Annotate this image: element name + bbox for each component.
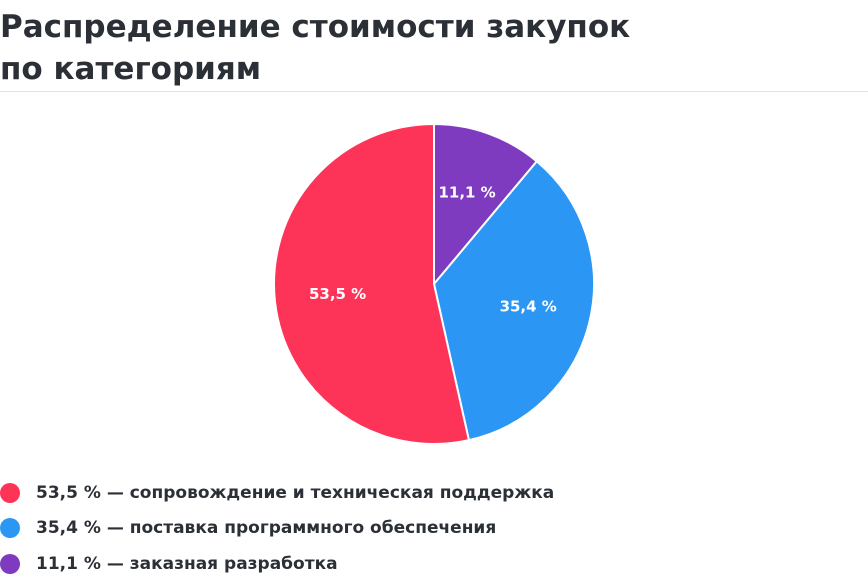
legend-label: 35,4 % — поставка программного обеспечен… <box>36 518 497 538</box>
pie-slice-label: 35,4 % <box>500 297 557 315</box>
chart-title-line-2: по категориям <box>0 51 262 87</box>
pie-slice-label: 11,1 % <box>438 183 495 201</box>
pie-slice-label: 53,5 % <box>309 285 366 303</box>
legend-dot <box>0 518 20 538</box>
legend-dot <box>0 483 20 503</box>
legend-label: 53,5 % — сопровождение и техническая под… <box>36 483 555 503</box>
pie-slice <box>433 160 595 442</box>
pie-slice <box>433 123 538 285</box>
legend-label: 11,1 % — заказная разработка <box>36 554 338 574</box>
chart-title: Распределение стоимости закупок по катег… <box>0 6 860 90</box>
legend-item: 53,5 % — сопровождение и техническая под… <box>0 476 554 510</box>
legend-dot <box>0 554 20 574</box>
pie-chart: 11,1 % 35,4 % 53,5 % <box>273 123 595 445</box>
title-divider <box>0 91 868 92</box>
legend-item: 35,4 % — поставка программного обеспечен… <box>0 511 496 545</box>
chart-title-line-1: Распределение стоимости закупок <box>0 9 631 45</box>
legend-item: 11,1 % — заказная разработка <box>0 547 338 581</box>
pie-slice <box>273 123 470 445</box>
